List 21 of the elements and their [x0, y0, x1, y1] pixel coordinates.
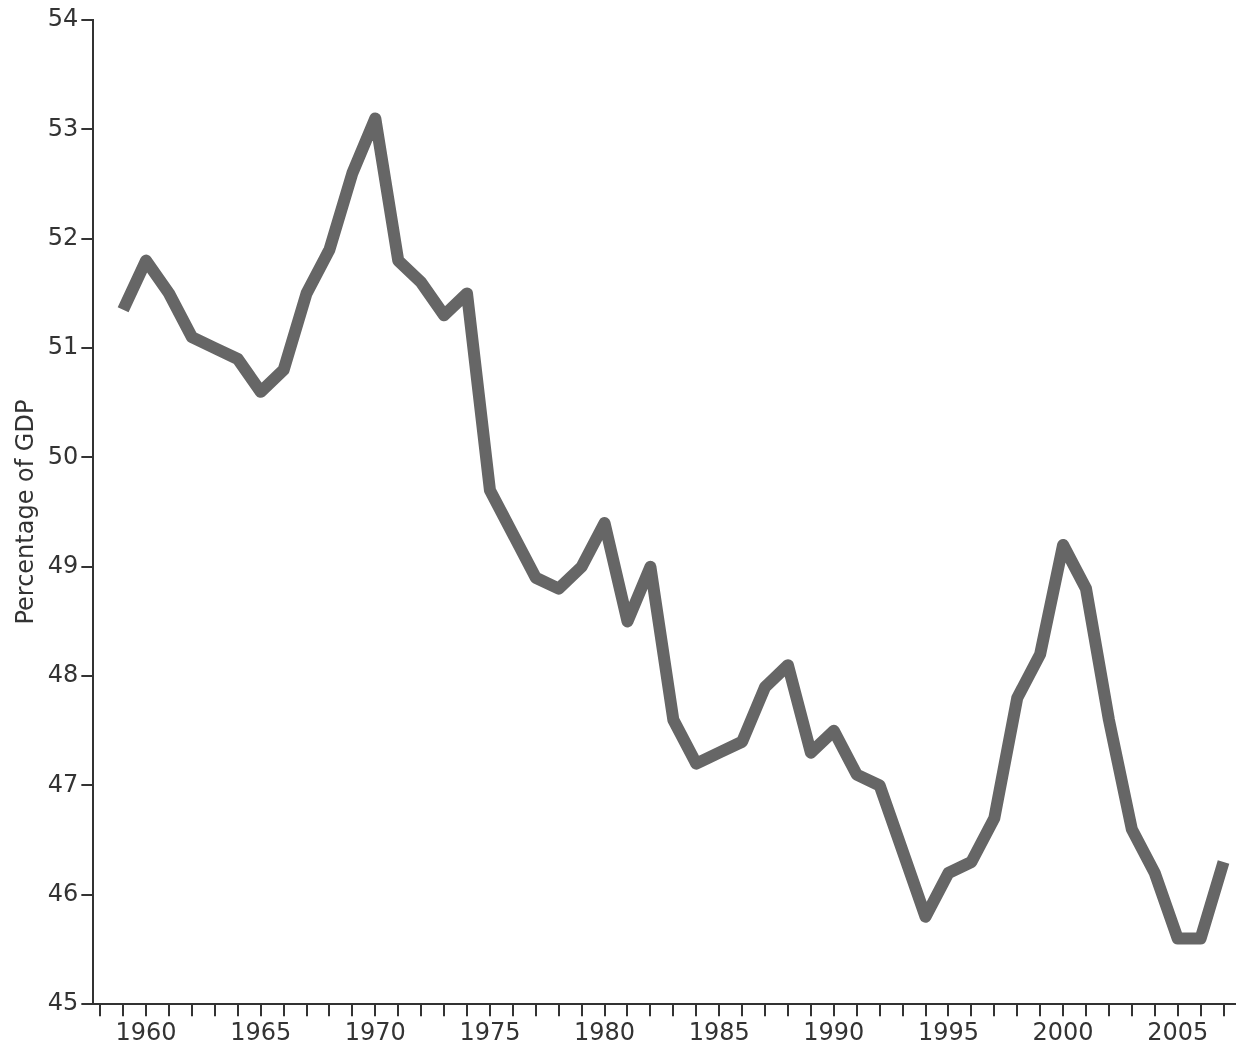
y-tick-label: 54 [47, 4, 79, 33]
y-tick-label: 47 [47, 769, 79, 798]
x-tick-label: 1980 [574, 1017, 636, 1046]
x-tick-label: 2005 [1147, 1017, 1209, 1046]
x-tick-label: 1985 [688, 1017, 750, 1046]
x-tick-label: 1990 [803, 1017, 865, 1046]
y-tick-label: 51 [47, 332, 79, 361]
x-tick-label: 1995 [917, 1017, 979, 1046]
y-tick-label: 48 [47, 660, 79, 689]
x-tick-label: 1965 [230, 1017, 292, 1046]
y-tick-label: 45 [47, 988, 79, 1017]
y-axis-title: Percentage of GDP [10, 399, 39, 625]
y-tick-label: 53 [47, 113, 79, 142]
y-tick-label: 49 [47, 551, 79, 580]
y-tick-label: 46 [47, 879, 79, 908]
x-tick-label: 1960 [115, 1017, 177, 1046]
x-tick-label: 2000 [1032, 1017, 1094, 1046]
x-tick-label: 1970 [344, 1017, 406, 1046]
y-tick-label: 50 [47, 441, 79, 470]
x-tick-label: 1975 [459, 1017, 521, 1046]
y-tick-label: 52 [47, 222, 79, 251]
